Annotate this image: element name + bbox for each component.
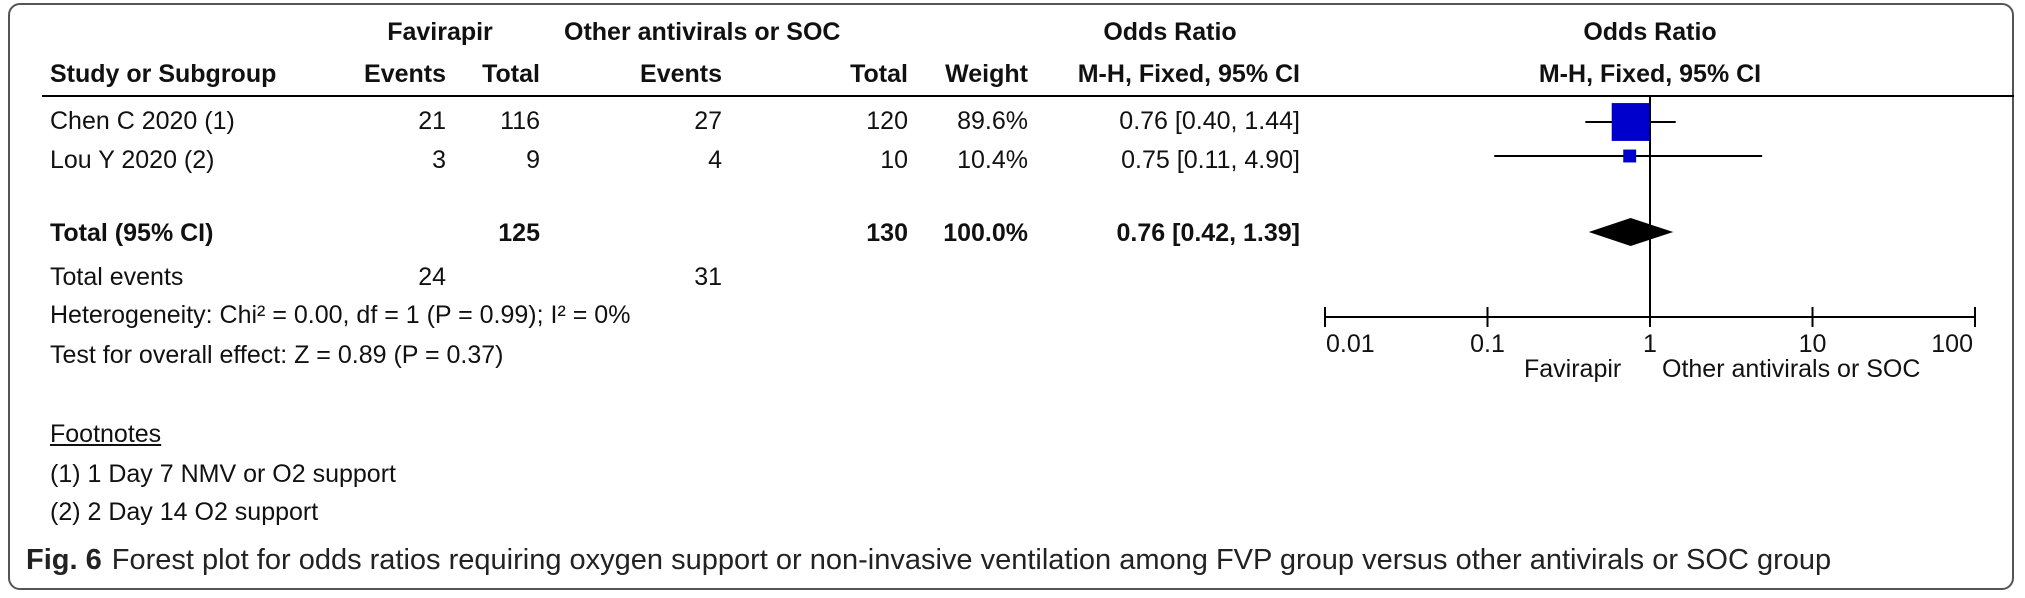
total-events2: 31 [694,263,722,291]
axis-tick-label: 0.01 [1326,330,1375,358]
study-name: Lou Y 2020 (2) [50,146,215,174]
study-ci: 0.75 [0.11, 4.90] [1121,146,1300,174]
study-events2: 27 [694,107,722,135]
group1-header: Favirapir [387,18,493,46]
col-study-header: Study or Subgroup [50,60,277,88]
footnote-item: (2) 2 Day 14 O2 support [50,498,319,526]
figure-frame [8,3,2014,590]
col-total1-header: Total [482,60,540,88]
heterogeneity-text: Heterogeneity: Chi² = 0.00, df = 1 (P = … [50,301,631,329]
study-events2: 4 [708,146,722,174]
caption-label: Fig. 6 [26,544,102,576]
axis-tick-label: 100 [1931,330,1973,358]
study-total2: 120 [866,107,908,135]
or-column-title: Odds Ratio [1103,18,1237,46]
overall-effect-text: Test for overall effect: Z = 0.89 (P = 0… [50,341,504,369]
total-weight: 100.0% [943,219,1028,247]
study-point-box [1623,149,1637,163]
favours-right-label: Other antivirals or SOC [1662,355,1921,383]
study-total2: 10 [880,146,908,174]
group2-header: Other antivirals or SOC [564,18,841,46]
col-total2-header: Total [850,60,908,88]
axis-tick-label: 10 [1798,330,1827,358]
col-events2-header: Events [640,60,722,88]
axis-tick-label: 1 [1643,330,1657,358]
study-weight: 10.4% [957,146,1028,174]
study-weight: 89.6% [957,107,1028,135]
favours-left-label: Favirapir [1524,355,1622,383]
plot-method-header: M-H, Fixed, 95% CI [1538,60,1762,88]
study-total1: 9 [526,146,540,174]
study-ci: 0.76 [0.40, 1.44] [1119,107,1300,135]
total-n1: 125 [498,219,540,247]
total-n2: 130 [866,219,908,247]
col-weight-header: Weight [945,60,1028,88]
total-ci: 0.76 [0.42, 1.39] [1116,219,1300,247]
plot-title: Odds Ratio [1583,18,1717,46]
total-events-label: Total events [50,263,184,291]
axis-tick-label: 0.1 [1470,330,1505,358]
study-point-box [1611,103,1650,141]
footnotes-title: Footnotes [50,420,162,448]
col-events1-header: Events [364,60,446,88]
figure-caption: Fig. 6 Forest plot for odds ratios requir… [26,543,1831,577]
total-label: Total (95% CI) [50,219,214,247]
footnote-item: (1) 1 Day 7 NMV or O2 support [50,460,396,488]
pooled-diamond [1588,218,1674,246]
col-method-header: M-H, Fixed, 95% CI [1077,60,1300,88]
caption-text: Forest plot for odds ratios requiring ox… [111,544,1832,576]
study-name: Chen C 2020 (1) [50,107,235,135]
study-events1: 21 [418,107,446,135]
study-total1: 116 [500,107,540,135]
total-events1: 24 [418,263,446,291]
study-events1: 3 [432,146,446,174]
